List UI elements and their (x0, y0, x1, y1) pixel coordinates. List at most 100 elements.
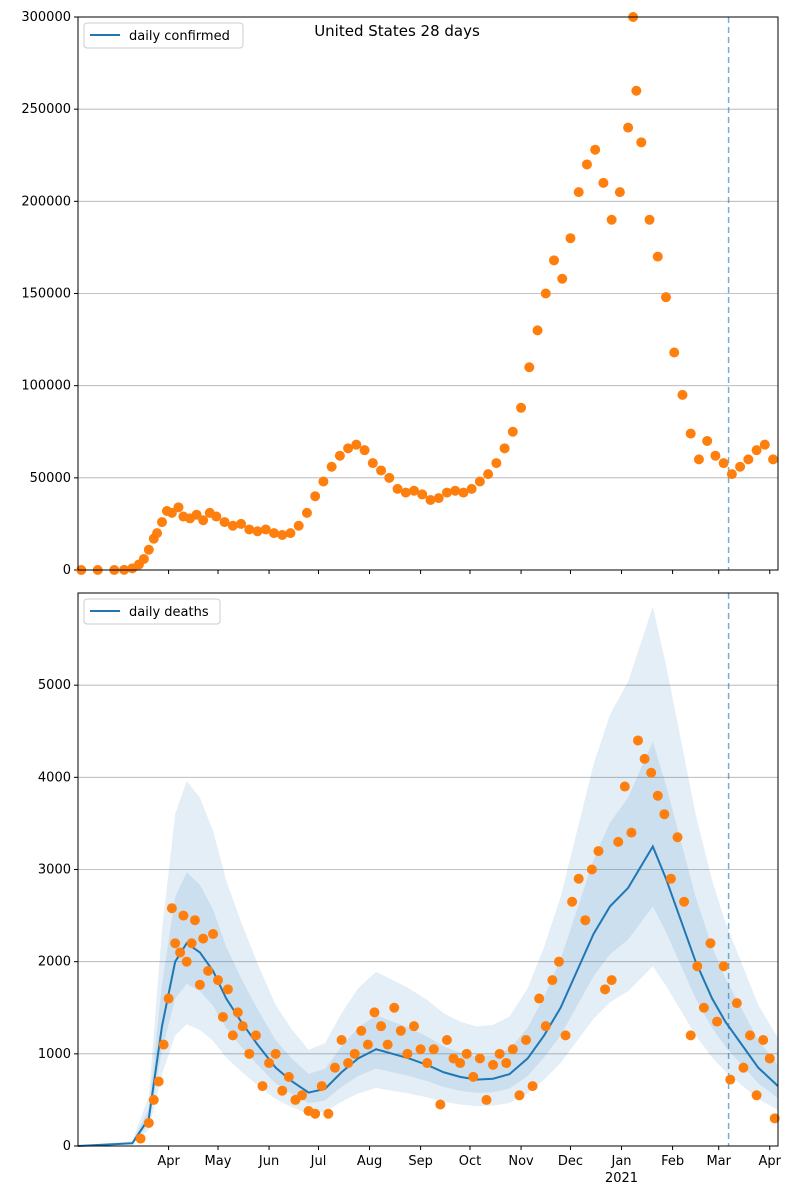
deaths-point (329, 1062, 340, 1073)
deaths-point (606, 975, 617, 986)
deaths-point (560, 1030, 571, 1041)
confirmed-point (644, 214, 655, 225)
deaths-point (698, 1002, 709, 1013)
confirmed-point (157, 517, 167, 528)
confirmed-point (400, 487, 411, 498)
confirmed-point (417, 489, 428, 500)
legend-box (83, 22, 244, 49)
x-tick-label: Nov (508, 1154, 534, 1169)
y-tick-label: 2000 (38, 955, 71, 970)
legend-box (83, 598, 221, 625)
confirmed-point (631, 85, 642, 96)
deaths-point (297, 1090, 307, 1101)
deaths-point (488, 1059, 499, 1070)
x-tick-label: Oct (459, 1154, 481, 1169)
deaths-point (633, 735, 643, 746)
deaths-point (376, 1021, 387, 1032)
deaths-point (600, 984, 611, 995)
confirmed-point (326, 461, 337, 472)
confirmed-point (318, 476, 329, 487)
x-year-label: 2021 (605, 1171, 638, 1186)
y-tick-label: 5000 (38, 678, 71, 693)
deaths-point (283, 1071, 294, 1082)
y-tick-label: 100000 (21, 379, 71, 394)
confirmed-point (573, 187, 584, 198)
deaths-point (567, 896, 578, 907)
deaths-point (712, 1016, 723, 1027)
confirmed-point (636, 137, 647, 148)
deaths-point (217, 1011, 228, 1022)
deaths-point (646, 767, 657, 778)
deaths-point (514, 1090, 525, 1101)
confirmed-point (557, 273, 568, 284)
deaths-point (441, 1035, 452, 1046)
confirmed-point (425, 494, 436, 505)
y-tick-label: 250000 (21, 102, 71, 117)
deaths-point (738, 1062, 749, 1073)
deaths-point (613, 836, 624, 847)
deaths-point (369, 1007, 380, 1018)
confirmed-point (491, 458, 502, 469)
confirmed-point (743, 454, 754, 465)
confirmed-point (198, 515, 209, 526)
deaths-point (232, 1007, 243, 1018)
deaths-point (237, 1021, 248, 1032)
confirmed-point (623, 122, 634, 133)
confirmed-point (301, 507, 312, 518)
deaths-point (349, 1048, 360, 1059)
x-tick-label: May (205, 1154, 232, 1169)
confirmed-point (166, 507, 177, 518)
deaths-point (586, 864, 597, 875)
confirmed-point (606, 214, 617, 225)
deaths-point (310, 1108, 321, 1119)
legend-label: daily deaths (129, 605, 209, 620)
confirmed-point (516, 402, 527, 413)
confirmed-point (685, 428, 696, 439)
confirmed-point (334, 450, 345, 461)
confirmed-point (143, 544, 154, 555)
deaths-point (402, 1048, 413, 1059)
y-tick-label: 4000 (38, 770, 71, 785)
deaths-point (731, 998, 742, 1009)
confirmed-point (138, 553, 149, 564)
confirmed-point (236, 518, 247, 529)
confirmed-point (669, 347, 680, 358)
y-tick-label: 150000 (21, 287, 71, 302)
deaths-point (198, 933, 209, 944)
deaths-point (679, 896, 690, 907)
confirmed-point (450, 485, 461, 496)
legend-label: daily confirmed (129, 29, 230, 44)
confirmed-point (677, 389, 688, 400)
deaths-point (527, 1081, 538, 1092)
deaths-point (143, 1117, 154, 1128)
deaths-point (626, 827, 637, 838)
deaths-point (323, 1108, 334, 1119)
deaths-point (659, 809, 670, 820)
confirmed-point (269, 528, 279, 539)
confirmed-point (219, 517, 230, 528)
confirmed-point (540, 288, 551, 299)
y-tick-label: 0 (63, 1139, 71, 1154)
deaths-point (244, 1048, 255, 1059)
deaths-point (336, 1035, 347, 1046)
deaths-point (435, 1099, 446, 1110)
confirmed-point (293, 520, 304, 531)
confirmed-point (285, 528, 296, 539)
confirmed-point (710, 450, 721, 461)
confirmed-point (227, 520, 238, 531)
confirmed-point (343, 443, 354, 454)
confirmed-point (260, 524, 271, 535)
confirmed-point (759, 439, 770, 450)
x-tick-label: Mar (706, 1154, 731, 1169)
deaths-axes: 0 1000 2000 3000 4000 5000 Apr May Jun Jul Aug Sep O… (38, 592, 782, 1186)
confirmed-point (191, 509, 202, 520)
x-tick-label: Jun (258, 1154, 279, 1169)
deaths-point (769, 1113, 780, 1124)
deaths-point (409, 1021, 419, 1032)
deaths-uncertainty-band-outer (78, 606, 778, 1146)
deaths-point (222, 984, 233, 995)
x-tick-label: Dec (558, 1154, 583, 1169)
deaths-point (725, 1074, 736, 1085)
deaths-point (474, 1053, 485, 1064)
